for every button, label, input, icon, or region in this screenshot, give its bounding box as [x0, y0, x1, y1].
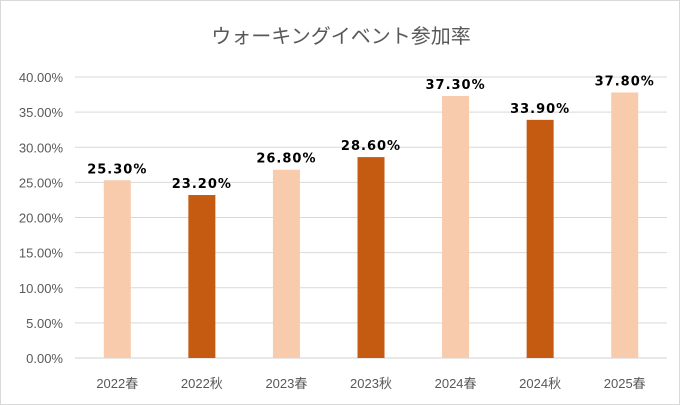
data-label: 26.80%	[256, 152, 316, 167]
y-tick-label: 25.00%	[19, 175, 64, 190]
y-tick-label: 30.00%	[19, 140, 64, 155]
bar	[357, 157, 385, 358]
bar	[611, 92, 639, 358]
x-tick-label: 2023春	[265, 376, 307, 391]
y-tick-label: 5.00%	[26, 316, 63, 331]
data-label: 37.80%	[595, 74, 655, 89]
x-tick-label: 2022春	[96, 376, 138, 391]
bar	[103, 180, 131, 358]
bar	[188, 195, 216, 358]
chart-title: ウォーキングイベント参加率	[211, 24, 470, 48]
bar	[442, 95, 470, 358]
x-tick-label: 2022秋	[181, 376, 223, 391]
data-label: 33.90%	[510, 102, 570, 117]
x-tick-label: 2023秋	[350, 376, 392, 391]
y-tick-label: 15.00%	[19, 246, 64, 261]
data-label: 28.60%	[341, 139, 401, 154]
bar	[272, 169, 300, 358]
data-label: 25.30%	[87, 162, 147, 177]
y-tick-label: 0.00%	[26, 351, 63, 366]
y-tick-label: 20.00%	[19, 211, 64, 226]
y-tick-label: 40.00%	[19, 70, 64, 85]
x-tick-label: 2024秋	[519, 376, 561, 391]
x-tick-label: 2025春	[604, 376, 646, 391]
bar	[526, 119, 554, 358]
y-tick-label: 10.00%	[19, 281, 64, 296]
x-tick-label: 2024春	[435, 376, 477, 391]
y-tick-label: 35.00%	[19, 105, 64, 120]
data-label: 37.30%	[425, 78, 485, 93]
data-label: 23.20%	[172, 177, 232, 192]
